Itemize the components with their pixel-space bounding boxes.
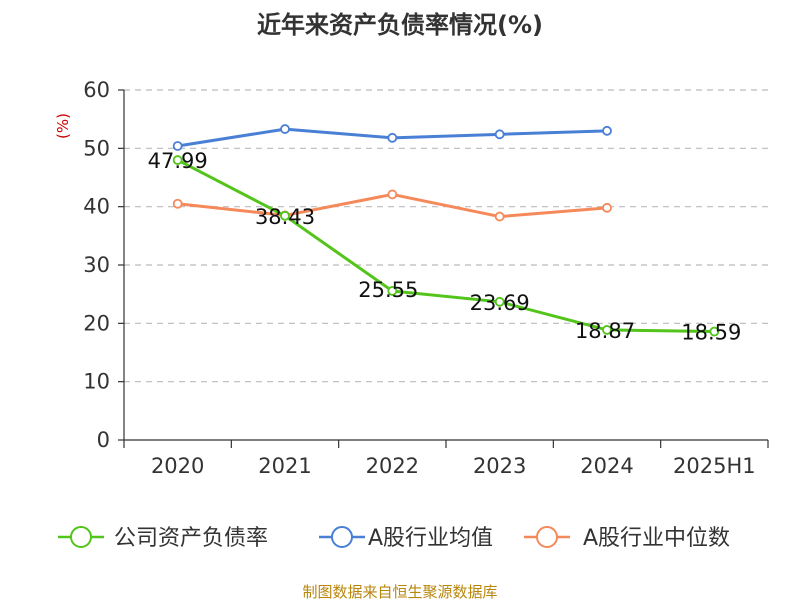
y-tick-label: 60	[83, 78, 110, 102]
data-point[interactable]	[280, 124, 290, 134]
legend-label: A股行业均值	[368, 526, 493, 551]
data-point[interactable]	[280, 210, 290, 221]
x-tick-label: 2022	[366, 454, 419, 478]
y-tick-label: 30	[83, 253, 110, 277]
data-point[interactable]	[602, 325, 612, 335]
data-label: 18.87	[575, 319, 635, 343]
data-labels: 47.99 38.43 25.55 23.69 18.87 18.59	[148, 149, 742, 344]
y-tick-label: 40	[83, 195, 110, 219]
axes: 0 10 20 30 40 50 60 2020 2021 2022 2023 2024 2025H1	[83, 78, 769, 478]
y-tick-label: 20	[83, 311, 110, 335]
legend-marker-icon	[331, 526, 353, 548]
data-label: 23.69	[470, 291, 530, 315]
x-tick-label: 2023	[473, 454, 526, 478]
legend-label: A股行业中位数	[583, 526, 730, 551]
y-tick-label: 50	[83, 136, 110, 160]
data-label: 47.99	[148, 149, 208, 173]
y-tick-label: 10	[83, 370, 110, 394]
data-point[interactable]	[387, 189, 398, 200]
y-tick-label: 0	[97, 428, 110, 452]
legend-label: 公司资产负债率	[114, 526, 268, 551]
legend-item-2[interactable]: A股行业中位数	[524, 526, 730, 551]
data-point[interactable]	[602, 125, 612, 136]
series-line-0	[176, 158, 715, 334]
x-tick-label: 2025H1	[673, 454, 756, 478]
y-axis-unit-label: (%)	[54, 113, 72, 139]
data-point[interactable]	[172, 155, 183, 165]
data-point[interactable]	[494, 211, 505, 222]
data-point[interactable]	[494, 296, 505, 307]
data-point[interactable]	[172, 141, 183, 151]
grid-lines	[124, 89, 768, 383]
data-label: 38.43	[255, 205, 315, 229]
legend-marker-icon	[536, 526, 558, 548]
x-tick-label: 2021	[258, 454, 311, 478]
data-point[interactable]	[709, 326, 720, 337]
data-point[interactable]	[387, 286, 398, 296]
data-label: 18.59	[681, 321, 741, 345]
legend-item-1[interactable]: A股行业均值	[319, 526, 493, 551]
chart-title: 近年来资产负债率情况(%)	[257, 11, 543, 39]
legend-item-0[interactable]: 公司资产负债率	[58, 526, 268, 551]
source-note: 制图数据来自恒生聚源数据库	[302, 583, 497, 600]
data-point[interactable]	[172, 198, 183, 209]
data-point[interactable]	[602, 202, 612, 213]
series-lines	[172, 124, 720, 337]
legend-marker-icon	[70, 526, 92, 548]
data-label: 25.55	[358, 278, 418, 302]
data-point[interactable]	[387, 132, 398, 143]
legend[interactable]: 公司资产负债率 A股行业均值 A股行业中位数	[58, 526, 730, 551]
x-tick-label: 2020	[151, 454, 204, 478]
data-point[interactable]	[494, 129, 505, 140]
x-tick-label: 2024	[580, 454, 633, 478]
